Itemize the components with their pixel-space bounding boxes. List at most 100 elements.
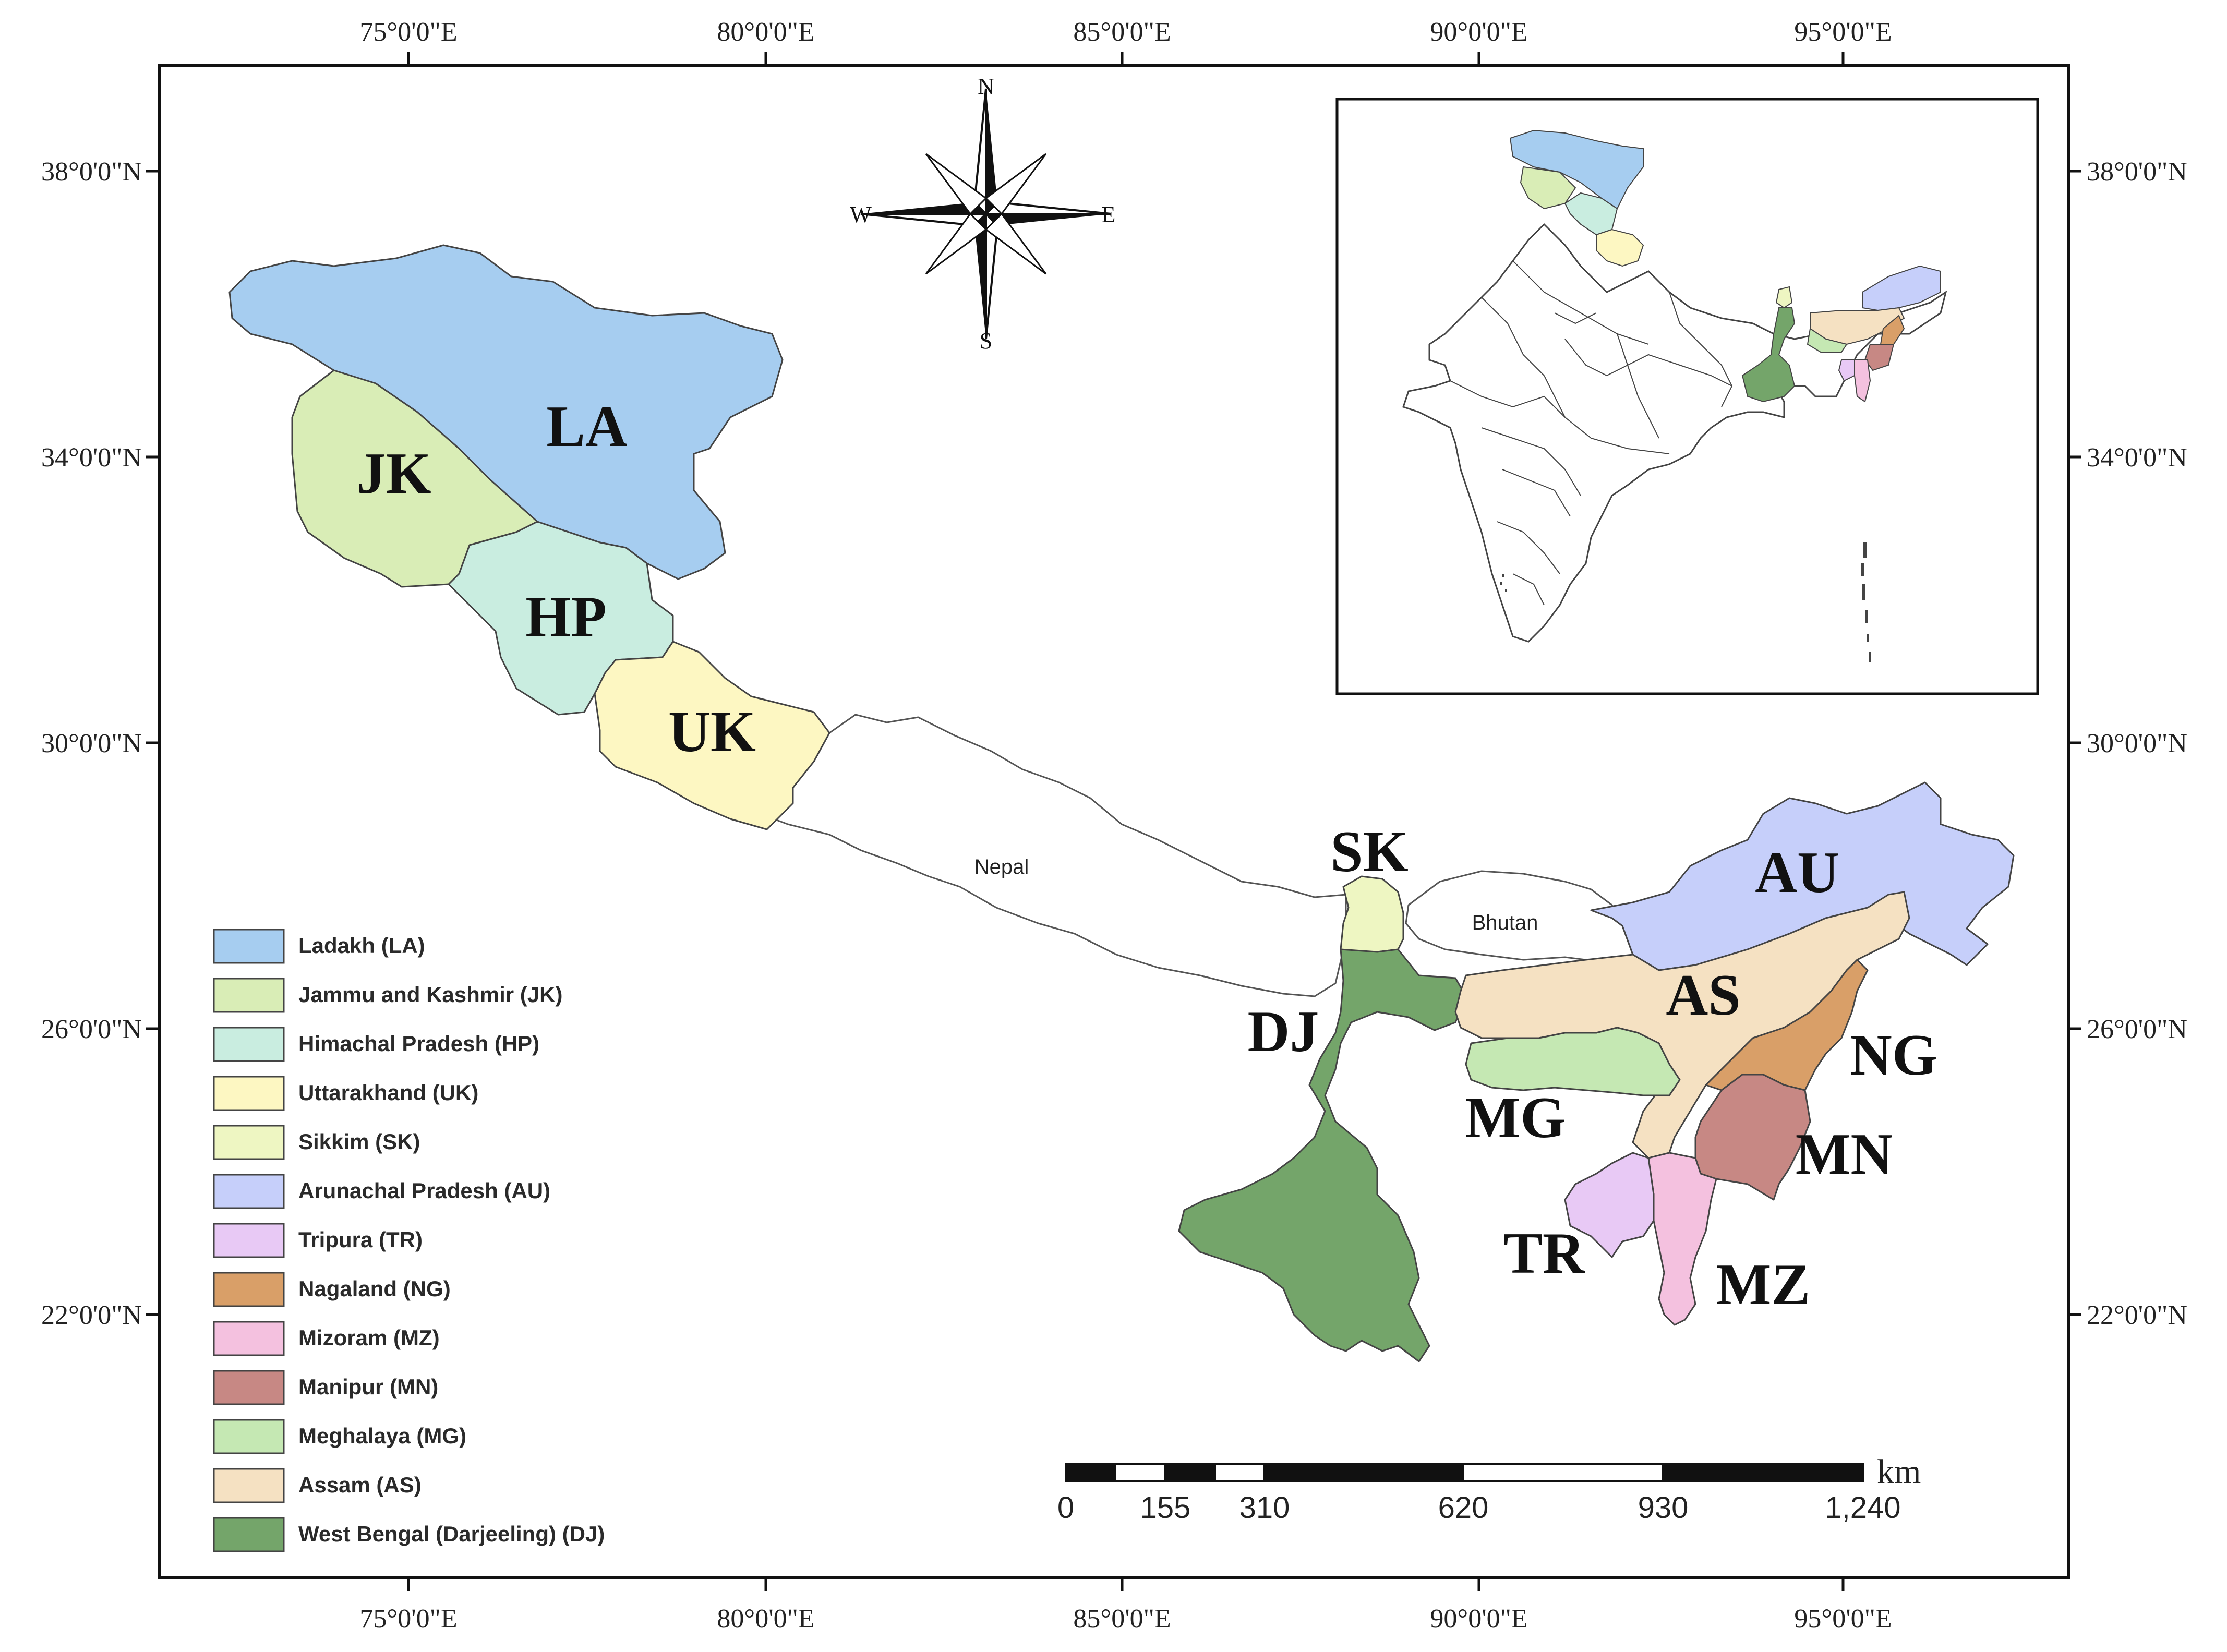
legend-item-hp: Himachal Pradesh (HP) bbox=[213, 1027, 539, 1062]
svg-text:Assam (AS): Assam (AS) bbox=[298, 1473, 422, 1497]
inset-ng bbox=[1880, 315, 1905, 345]
svg-text:Himachal Pradesh (HP): Himachal Pradesh (HP) bbox=[298, 1031, 539, 1056]
inset-au bbox=[1862, 265, 1941, 311]
region-code-jk: JK bbox=[356, 441, 431, 506]
region-mn bbox=[1694, 1074, 1811, 1201]
compass-e: E bbox=[1102, 202, 1116, 227]
svg-text:Meghalaya (MG): Meghalaya (MG) bbox=[298, 1424, 466, 1448]
lon-label-bottom-95: 95°0'0"E bbox=[1794, 1604, 1892, 1634]
inset-internal-borders bbox=[1450, 260, 1733, 606]
region-code-mz: MZ bbox=[1716, 1252, 1810, 1317]
lon-label-top-85: 85°0'0"E bbox=[1073, 17, 1171, 47]
legend-item-jk: Jammu and Kashmir (JK) bbox=[213, 978, 562, 1013]
scale-label-0: 0 bbox=[1057, 1491, 1074, 1525]
lat-label-left-22: 22°0'0"N bbox=[41, 1300, 142, 1330]
legend-item-mz: Mizoram (MZ) bbox=[213, 1321, 440, 1356]
lat-label-right-34: 34°0'0"N bbox=[2087, 443, 2187, 473]
region-sk bbox=[1340, 875, 1404, 953]
region-code-tr: TR bbox=[1503, 1221, 1585, 1286]
svg-text:Ladakh (LA): Ladakh (LA) bbox=[298, 933, 425, 958]
lat-label-left-38: 38°0'0"N bbox=[41, 157, 142, 187]
legend-item-mg: Meghalaya (MG) bbox=[213, 1419, 466, 1454]
svg-text:Jammu and Kashmir (JK): Jammu and Kashmir (JK) bbox=[298, 982, 562, 1007]
inset-tr bbox=[1838, 359, 1855, 382]
india-outline bbox=[1402, 223, 1947, 643]
legend-item-tr: Tripura (TR) bbox=[213, 1223, 423, 1258]
lat-label-left-30: 30°0'0"N bbox=[41, 729, 142, 758]
inset-dj bbox=[1741, 307, 1796, 403]
lat-label-left-34: 34°0'0"N bbox=[41, 443, 142, 473]
region-code-mn: MN bbox=[1796, 1122, 1893, 1187]
region-code-hp: HP bbox=[525, 585, 607, 649]
region-dj bbox=[1178, 948, 1467, 1362]
scale-label-310: 310 bbox=[1239, 1491, 1290, 1525]
legend: Ladakh (LA) Jammu and Kashmir (JK) Himac… bbox=[213, 929, 605, 1552]
svg-text:West Bengal (Darjeeling) (DJ): West Bengal (Darjeeling) (DJ) bbox=[298, 1522, 605, 1546]
inset-uk bbox=[1596, 228, 1644, 267]
lon-label-top-95: 95°0'0"E bbox=[1794, 17, 1892, 47]
scale-unit: km bbox=[1877, 1453, 1921, 1491]
scale-label-620: 620 bbox=[1438, 1491, 1489, 1525]
legend-item-la: Ladakh (LA) bbox=[213, 929, 425, 964]
lon-label-top-80: 80°0'0"E bbox=[717, 17, 814, 47]
nepal-label: Nepal bbox=[974, 855, 1029, 878]
north-arrow-icon bbox=[860, 88, 1112, 340]
lon-label-top-75: 75°0'0"E bbox=[359, 17, 457, 47]
compass-s: S bbox=[980, 328, 992, 354]
lat-label-right-26: 26°0'0"N bbox=[2087, 1015, 2187, 1044]
region-code-au: AU bbox=[1755, 840, 1839, 905]
legend-item-as: Assam (AS) bbox=[213, 1468, 422, 1503]
inset-islands bbox=[1500, 542, 1871, 662]
region-tr bbox=[1564, 1152, 1655, 1258]
bhutan-label: Bhutan bbox=[1472, 911, 1538, 934]
region-mg bbox=[1465, 1027, 1681, 1096]
svg-text:Arunachal Pradesh (AU): Arunachal Pradesh (AU) bbox=[298, 1178, 550, 1203]
lon-label-bottom-90: 90°0'0"E bbox=[1430, 1604, 1527, 1634]
compass-n: N bbox=[978, 74, 994, 99]
lat-label-left-26: 26°0'0"N bbox=[41, 1015, 142, 1044]
inset-la bbox=[1509, 129, 1644, 210]
lon-label-bottom-75: 75°0'0"E bbox=[359, 1604, 457, 1634]
scale-label-1240: 1,240 bbox=[1825, 1491, 1900, 1525]
lon-ticks bbox=[407, 52, 1845, 1591]
legend-item-mn: Manipur (MN) bbox=[213, 1370, 438, 1405]
region-code-uk: UK bbox=[668, 700, 756, 764]
nepal-border bbox=[766, 714, 1347, 997]
region-code-as: AS bbox=[1666, 963, 1740, 1028]
legend-item-uk: Uttarakhand (UK) bbox=[213, 1076, 478, 1111]
legend-item-sk: Sikkim (SK) bbox=[213, 1125, 420, 1160]
inset-jk bbox=[1520, 166, 1576, 210]
region-code-la: LA bbox=[546, 394, 628, 459]
lat-label-right-38: 38°0'0"N bbox=[2087, 157, 2187, 187]
svg-text:Uttarakhand (UK): Uttarakhand (UK) bbox=[298, 1080, 478, 1105]
lat-label-right-22: 22°0'0"N bbox=[2087, 1300, 2187, 1330]
svg-text:Mizoram (MZ): Mizoram (MZ) bbox=[298, 1325, 440, 1350]
lat-label-right-30: 30°0'0"N bbox=[2087, 729, 2187, 758]
svg-text:Nagaland (NG): Nagaland (NG) bbox=[298, 1276, 451, 1301]
region-hp bbox=[448, 521, 674, 716]
region-mz bbox=[1647, 1152, 1717, 1326]
legend-item-au: Arunachal Pradesh (AU) bbox=[213, 1174, 550, 1209]
lon-label-bottom-85: 85°0'0"E bbox=[1073, 1604, 1171, 1634]
lon-label-top-90: 90°0'0"E bbox=[1430, 17, 1527, 47]
legend-item-dj: West Bengal (Darjeeling) (DJ) bbox=[213, 1517, 605, 1552]
lon-label-bottom-80: 80°0'0"E bbox=[717, 1604, 814, 1634]
region-code-dj: DJ bbox=[1248, 999, 1319, 1064]
svg-text:Manipur (MN): Manipur (MN) bbox=[298, 1374, 438, 1399]
legend-item-ng: Nagaland (NG) bbox=[213, 1272, 451, 1307]
inset-mn bbox=[1864, 344, 1895, 371]
region-uk bbox=[594, 641, 830, 830]
compass-w: W bbox=[850, 202, 872, 227]
region-code-sk: SK bbox=[1330, 819, 1408, 884]
region-code-mg: MG bbox=[1465, 1086, 1566, 1150]
svg-text:Tripura (TR): Tripura (TR) bbox=[298, 1227, 423, 1252]
scale-label-930: 930 bbox=[1638, 1491, 1689, 1525]
region-code-ng: NG bbox=[1850, 1023, 1937, 1088]
inset-mg bbox=[1807, 328, 1848, 353]
scale-label-155: 155 bbox=[1140, 1491, 1191, 1525]
scale-bar bbox=[1065, 1463, 1864, 1482]
svg-text:Sikkim (SK): Sikkim (SK) bbox=[298, 1129, 420, 1154]
lat-ticks bbox=[146, 170, 2081, 1316]
inset-sk bbox=[1775, 286, 1793, 309]
